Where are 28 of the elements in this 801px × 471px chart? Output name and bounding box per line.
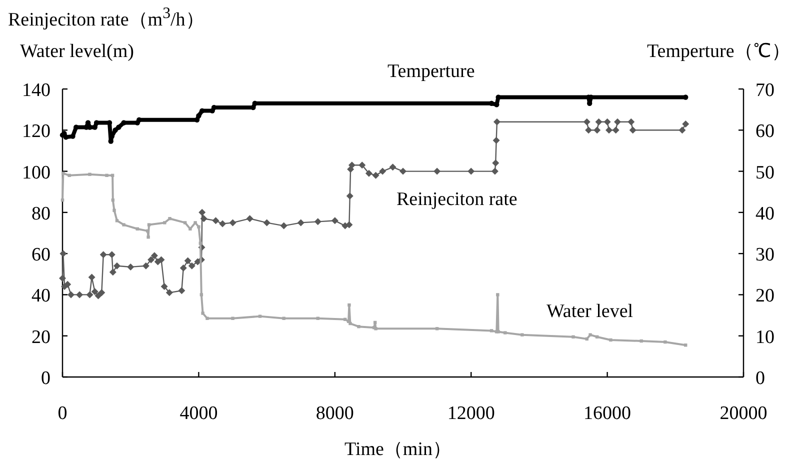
x-tick-label: 16000 xyxy=(584,403,632,424)
y-tick-label: 100 xyxy=(22,162,50,184)
x-tick-label: 12000 xyxy=(447,403,495,424)
series-label: Temperture xyxy=(388,61,475,82)
y2-tick-label: 30 xyxy=(756,244,774,266)
y2-tick-label: 40 xyxy=(756,203,774,224)
y-tick-label: 0 xyxy=(41,368,50,389)
x-tick-label: 4000 xyxy=(180,403,218,424)
series-label: Reinjeciton rate xyxy=(396,189,518,210)
y2-tick-label: 60 xyxy=(756,121,774,142)
y-tick-label: 140 xyxy=(22,80,50,101)
y2-tick-label: 20 xyxy=(756,286,774,307)
y-tick-label: 120 xyxy=(22,121,50,142)
y-tick-label: 80 xyxy=(32,203,50,224)
y-tick-label: 60 xyxy=(32,244,50,266)
x-axis-title: Time（min） xyxy=(344,439,452,460)
y2-tick-label: 50 xyxy=(756,162,774,184)
y2-tick-label: 0 xyxy=(756,368,765,389)
y2-tick-label: 10 xyxy=(756,326,774,348)
x-tick-label: 0 xyxy=(58,403,68,424)
y2-axis-title: Temperture（℃） xyxy=(647,41,790,62)
y2-tick-label: 70 xyxy=(756,80,774,101)
y-tick-label: 20 xyxy=(32,326,50,348)
x-tick-label: 20000 xyxy=(720,403,768,424)
text: Reinjeciton rate（m$^{3}$/h） Water level(m) xyxy=(8,5,204,62)
y-tick-label: 40 xyxy=(32,286,50,307)
series-label: Water level xyxy=(546,301,634,322)
x-tick-label: 8000 xyxy=(316,403,354,424)
